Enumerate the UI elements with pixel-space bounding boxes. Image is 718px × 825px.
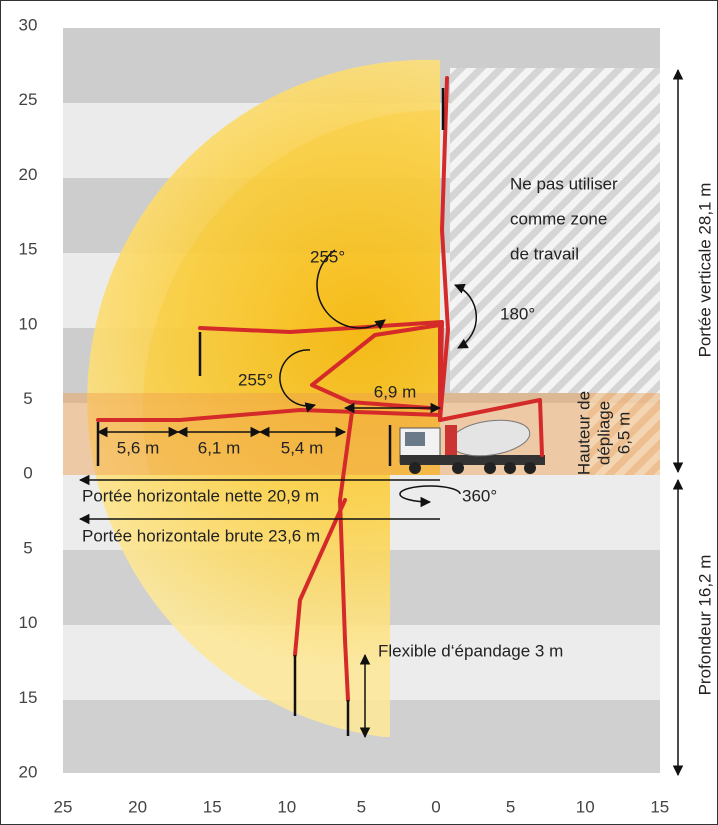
y-axis-label: 10 [19,613,38,632]
zone-label: Ne pas utiliser [510,174,618,193]
segment-label: 5,4 m [281,438,324,457]
y-axis-label: 15 [19,688,38,707]
segment-label: 6,1 m [198,438,241,457]
y-axis-label: 10 [19,314,38,333]
y-axis-label: 20 [19,762,38,781]
vertical-reach: Portée verticale 28,1 m [695,183,714,358]
x-axis-label: 25 [54,797,73,816]
truck [399,398,545,474]
x-axis-label: 5 [357,797,366,816]
zone-label: comme zone [510,209,607,228]
x-axis-label: 10 [277,797,296,816]
dimension-lines [78,68,684,777]
angle-label: 255° [238,370,273,389]
depth: Profondeur 16,2 m [695,555,714,696]
inner-reach [142,110,440,475]
unfold-label: dépliage [594,401,613,465]
y-axis-label: 5 [23,538,32,557]
zone-label: de travail [510,244,579,263]
segment-label: 6,9 m [374,382,417,401]
no-work-zone [450,68,660,393]
reach-area [87,59,440,737]
x-axis-label: 15 [650,797,669,816]
x-axis-label: 0 [431,797,440,816]
segment-label: 5,6 m [117,438,160,457]
y-axis-label: 5 [23,389,32,408]
x-axis-label: 20 [128,797,147,816]
x-axis-label: 5 [506,797,515,816]
axis-labels: 30 25 20 15 10 5 0 5 10 15 20 25 20 15 10 5 0 5 10 15 [19,15,670,816]
angle-label: 180° [500,304,535,323]
x-axis-label: 15 [203,797,222,816]
y-axis-label: 15 [19,240,38,259]
hose-label: Flexible d‘épandage 3 m [378,641,563,660]
y-axis-label: 25 [19,90,38,109]
net-reach: Portée horizontale nette 20,9 m [82,486,319,505]
labels: Ne pas utiliser comme zone de travail 25… [82,174,714,695]
angle-label: 360° [462,486,497,505]
y-axis-label: 0 [23,464,32,483]
y-axis-label: 30 [19,15,38,34]
unfold-label: Hauteur de [574,391,593,475]
angle-label: 255° [310,247,345,266]
gross-reach: Portée horizontale brute 23,6 m [82,526,320,545]
unfold-label: 6,5 m [614,412,633,455]
y-axis-label: 20 [19,165,38,184]
unfold-band-hatch [588,393,660,475]
x-axis-label: 10 [576,797,595,816]
